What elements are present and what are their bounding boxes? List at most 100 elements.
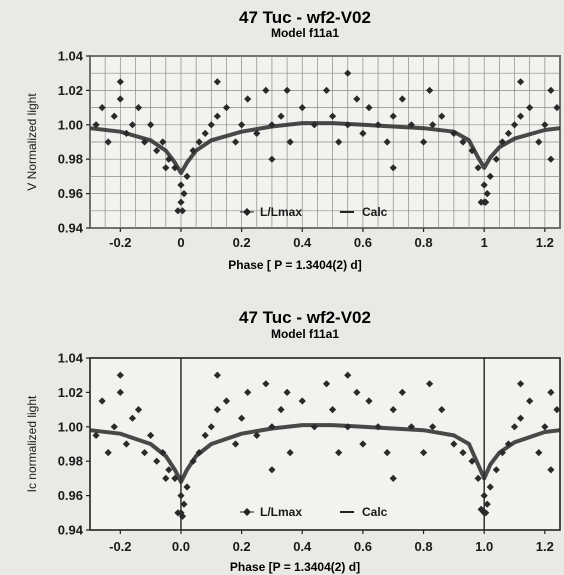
data-point [231, 138, 240, 146]
data-point [492, 155, 500, 163]
data-point [283, 86, 291, 94]
data-point [516, 112, 525, 120]
y-tick-label: 0.98 [58, 454, 83, 469]
data-point [277, 406, 285, 414]
data-point [482, 509, 490, 517]
data-point [244, 95, 252, 103]
data-point [438, 406, 446, 414]
y-tick-label: 0.98 [58, 152, 83, 167]
data-point [353, 95, 361, 103]
calc-model-line [89, 423, 561, 484]
x-tick-label: 0 [177, 235, 184, 250]
data-point [159, 449, 167, 457]
x-tick-label: 0.4 [293, 235, 312, 250]
data-points [92, 69, 561, 215]
data-point [322, 86, 331, 94]
y-tick-label: 0.96 [58, 186, 83, 201]
legend-label-calc: Calc [362, 505, 388, 519]
data-points [92, 371, 561, 520]
data-point [526, 397, 534, 405]
x-tick-label: 1.2 [536, 539, 554, 554]
y-axis-label: V Normalized light [25, 93, 39, 191]
data-point [547, 155, 555, 163]
y-tick-label: 1.04 [58, 351, 84, 366]
data-point [134, 104, 143, 112]
data-point [140, 449, 149, 457]
data-point [177, 198, 185, 206]
x-tick-label: 0.8 [415, 539, 433, 554]
data-point [310, 121, 318, 129]
data-point [253, 431, 261, 439]
data-point [222, 397, 231, 405]
data-point [268, 466, 276, 474]
data-point [516, 380, 525, 388]
data-point [277, 112, 285, 120]
data-point [486, 483, 494, 491]
data-point [383, 138, 391, 146]
data-point [407, 423, 416, 431]
data-point [389, 164, 397, 172]
chart-title: 47 Tuc - wf2-V02 [239, 308, 371, 327]
data-point [201, 431, 209, 439]
y-tick-label: 1.02 [58, 385, 83, 400]
y-tick-label: 0.94 [58, 221, 84, 236]
x-axis-label: Phase [P = 1.3404(2) d] [230, 560, 360, 574]
data-point [389, 474, 397, 482]
data-point [483, 500, 491, 508]
data-point [429, 121, 437, 129]
data-point [541, 423, 549, 431]
data-point [213, 78, 221, 86]
data-point [244, 388, 252, 396]
data-point [92, 431, 100, 439]
data-point [268, 155, 276, 163]
data-point [526, 104, 534, 112]
data-point [180, 500, 188, 508]
legend: L/Lmax Calc [240, 205, 388, 219]
data-point [98, 397, 106, 405]
x-tick-label: 1.2 [536, 235, 554, 250]
data-point [180, 190, 188, 198]
chart-subtitle: Model f11a1 [271, 26, 339, 40]
data-point [147, 121, 155, 129]
data-point [477, 505, 485, 513]
data-point [116, 78, 124, 86]
data-point [468, 147, 476, 155]
data-point [177, 492, 185, 500]
data-point [365, 104, 373, 112]
data-point [171, 474, 179, 482]
data-point [492, 466, 500, 474]
data-point [178, 207, 187, 215]
data-point [231, 440, 240, 448]
data-point [268, 423, 276, 431]
data-point [116, 95, 124, 103]
data-point [498, 449, 506, 457]
data-point [328, 112, 337, 120]
x-tick-label: -0.2 [109, 235, 131, 250]
plot-area [89, 357, 561, 531]
data-point [504, 129, 513, 137]
data-point [516, 78, 525, 86]
data-point [122, 440, 130, 448]
data-point [286, 449, 294, 457]
data-point [122, 129, 130, 137]
data-point [374, 121, 382, 129]
y-tick-label: 1.04 [58, 49, 84, 64]
data-point [516, 414, 525, 422]
x-tick-label: 0.4 [293, 539, 312, 554]
data-point [104, 138, 112, 146]
data-point [510, 423, 519, 431]
data-point [116, 371, 124, 379]
data-point [407, 121, 416, 129]
data-point [183, 483, 191, 491]
legend-marker-diamond [243, 208, 251, 216]
y-tick-label: 0.94 [58, 523, 84, 538]
data-point [262, 86, 270, 94]
data-point [398, 388, 406, 396]
data-point [374, 423, 382, 431]
data-point [359, 129, 367, 137]
x-tick-label: 0.8 [415, 235, 433, 250]
data-point [553, 104, 561, 112]
data-point [426, 86, 434, 94]
data-point [286, 138, 294, 146]
